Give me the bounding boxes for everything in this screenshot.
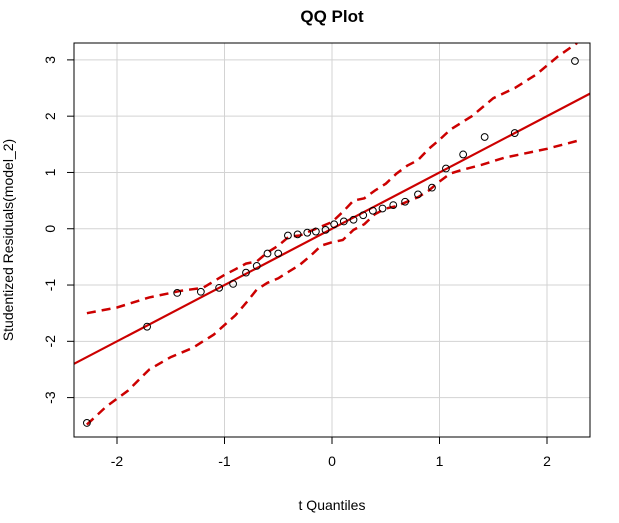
data-point — [263, 249, 272, 258]
y-tick-label: -3 — [42, 391, 58, 404]
data-point — [480, 133, 489, 141]
y-tick-label: -1 — [42, 279, 58, 292]
data-point — [173, 289, 182, 297]
data-point — [339, 217, 348, 226]
data-point — [252, 261, 261, 270]
data-point — [293, 230, 302, 239]
x-axis-ticks: -2 -1 0 1 2 — [111, 437, 551, 469]
y-tick-label: 3 — [42, 56, 58, 64]
data-point — [389, 201, 398, 210]
data-point — [143, 322, 152, 331]
data-point — [571, 57, 579, 65]
data-point — [510, 129, 519, 137]
reference-line-layer — [74, 92, 590, 365]
grid-layer — [74, 43, 590, 437]
data-point — [274, 249, 283, 258]
data-point — [303, 228, 312, 237]
data-point — [229, 280, 238, 288]
x-tick-label: 2 — [543, 453, 551, 469]
data-point — [242, 268, 250, 277]
envelope-lower-line — [86, 139, 578, 426]
data-point — [459, 150, 468, 159]
data-point — [442, 164, 450, 173]
y-axis-label: Studentized Residuals(model_2) — [0, 139, 16, 341]
y-tick-label: 0 — [42, 225, 58, 233]
data-point — [349, 215, 358, 224]
x-tick-label: -1 — [218, 453, 231, 469]
reference-line — [74, 92, 590, 365]
data-point — [215, 283, 224, 292]
y-tick-label: 1 — [42, 168, 58, 176]
x-tick-label: -2 — [111, 453, 124, 469]
data-points — [83, 57, 579, 427]
chart-title: QQ Plot — [300, 7, 364, 26]
data-point — [196, 287, 205, 296]
data-point — [284, 231, 292, 240]
x-axis-label: t Quantiles — [299, 497, 366, 513]
data-point — [401, 197, 410, 206]
data-point — [428, 183, 436, 192]
data-point — [378, 204, 387, 213]
x-tick-label: 1 — [436, 453, 444, 469]
x-tick-label: 0 — [328, 453, 336, 469]
data-point — [414, 190, 422, 199]
data-point — [311, 227, 320, 236]
data-point — [330, 220, 339, 229]
y-axis-ticks: -3 -2 -1 0 1 2 3 — [42, 56, 74, 404]
data-point — [368, 206, 377, 215]
data-point — [321, 225, 330, 234]
data-point — [359, 211, 368, 220]
confidence-envelope — [86, 43, 578, 426]
y-tick-label: 2 — [42, 112, 58, 120]
data-point — [83, 419, 91, 427]
y-tick-label: -2 — [42, 335, 58, 348]
